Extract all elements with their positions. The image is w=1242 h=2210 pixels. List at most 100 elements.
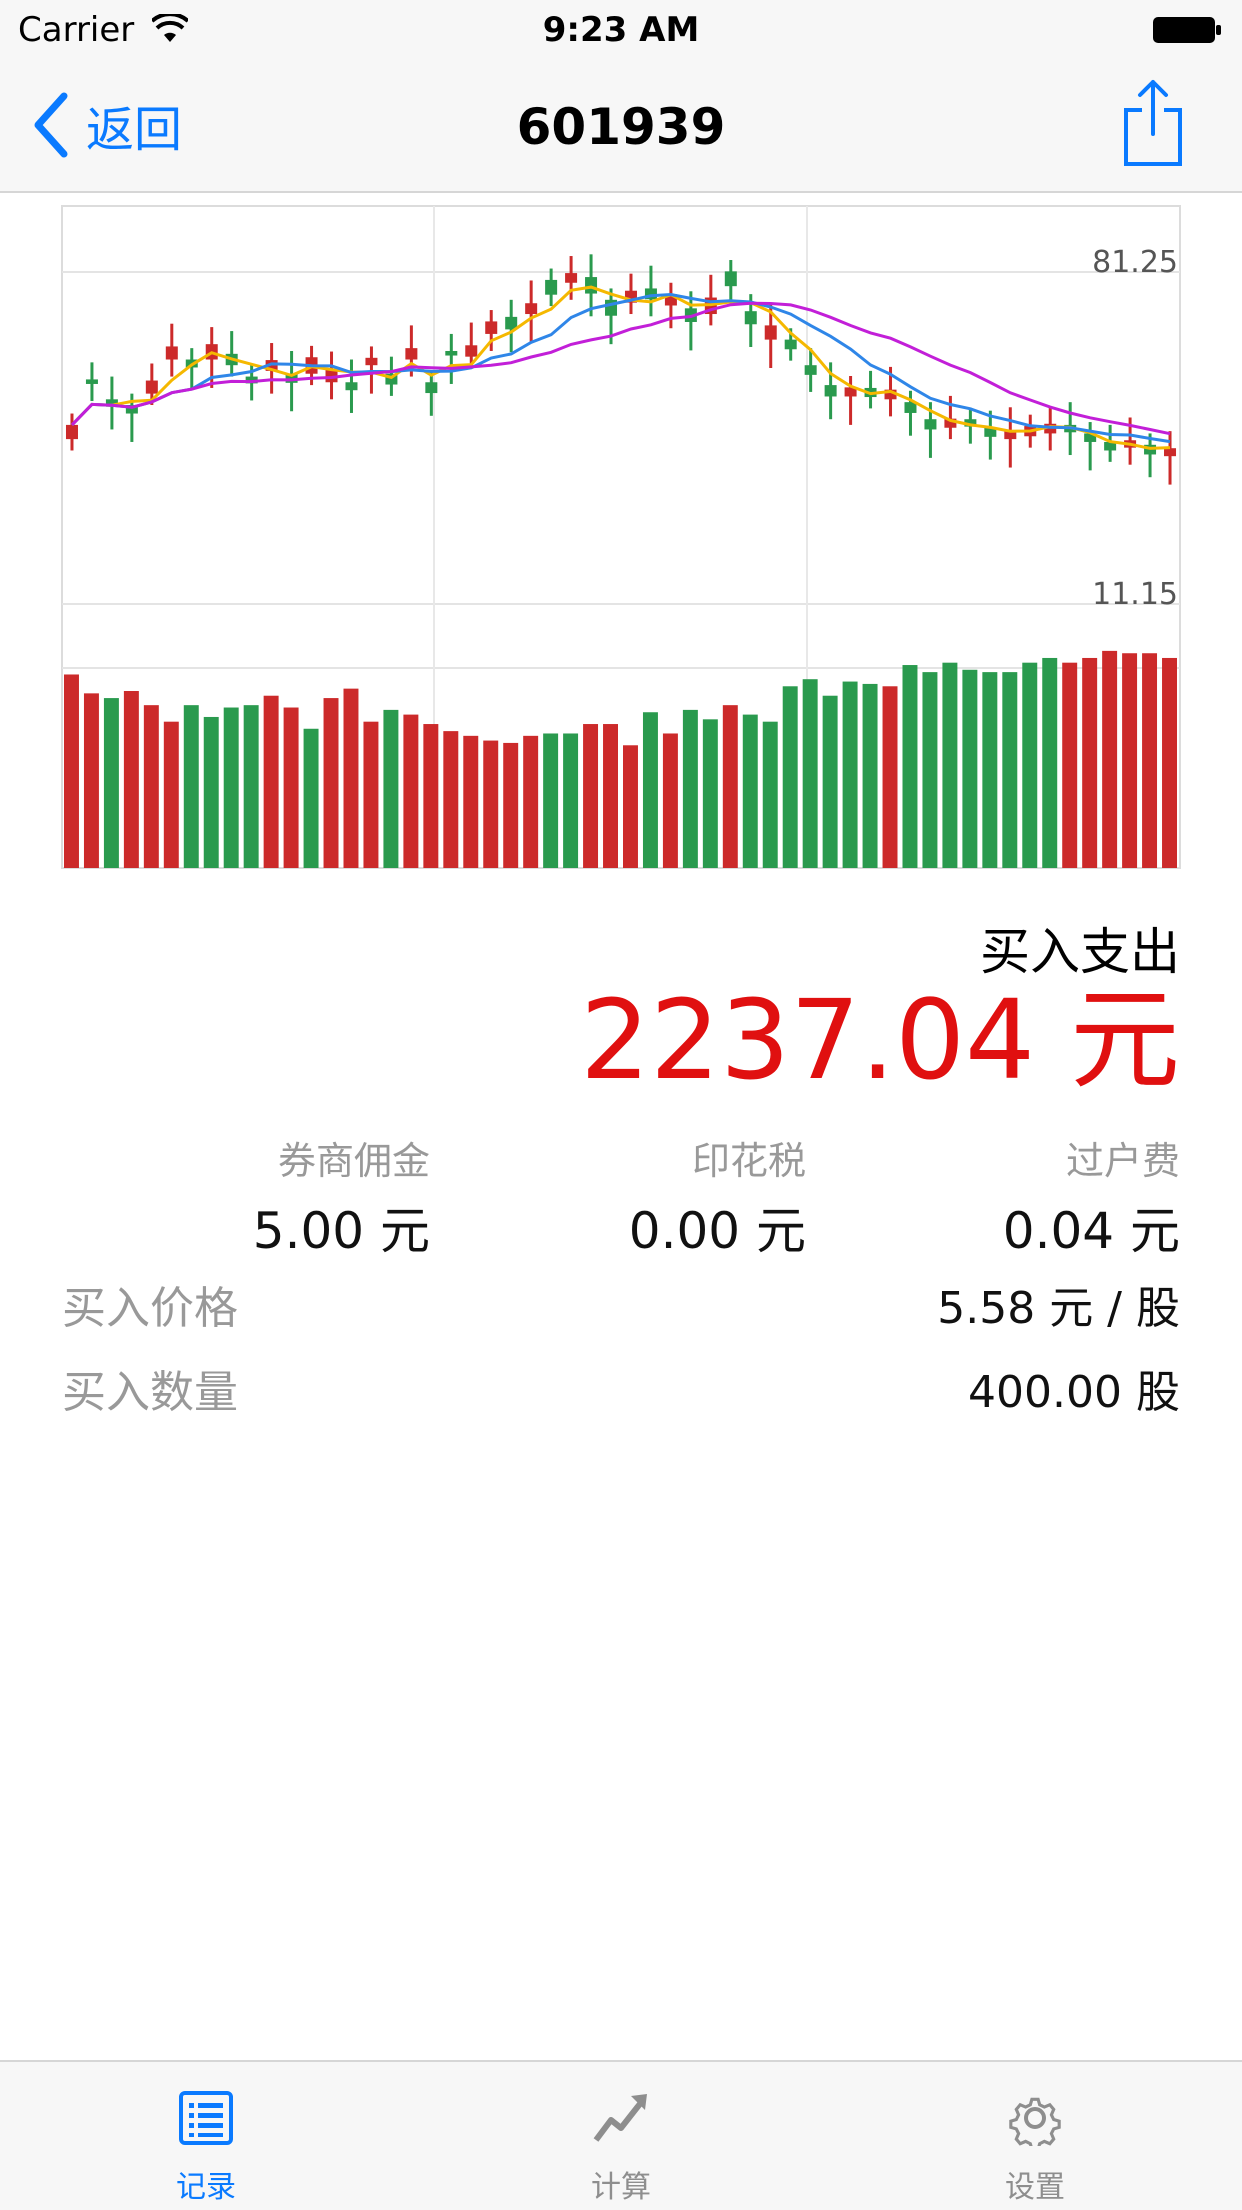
candle-body (724, 271, 737, 287)
volume-bar (742, 714, 758, 868)
candle-body (505, 316, 518, 330)
volume-bar (1022, 662, 1038, 868)
back-label: 返回 (86, 102, 183, 158)
candle-body (1104, 441, 1117, 451)
volume-bar (782, 686, 798, 868)
volume-bar (1122, 653, 1138, 868)
candle-body (984, 427, 997, 437)
candle-body (884, 389, 897, 400)
volume-bar (563, 733, 579, 868)
candle-body (65, 424, 78, 440)
volume-bar (243, 705, 259, 868)
tab-settings[interactable]: 设置 (935, 2062, 1135, 2210)
volume-bar (922, 672, 938, 868)
candle-body (585, 277, 598, 294)
volume-bar (1102, 650, 1118, 868)
moving-average-lines (70, 285, 1171, 450)
tab-label: 设置 (1005, 2170, 1065, 2205)
candle-body (944, 418, 957, 428)
candle-body (624, 290, 637, 303)
detail-row-price: 买入价格 5.58 元 / 股 (62, 1272, 1180, 1342)
candle-body (125, 405, 138, 414)
volume-bar (403, 714, 419, 868)
detail-value: 400.00 股 (968, 1367, 1180, 1418)
fee-value: 0.00 元 (628, 1202, 806, 1260)
volume-bar (962, 669, 978, 868)
price-high-label: 81.25 (1092, 245, 1178, 280)
volume-bar (343, 688, 359, 868)
volume-bar (1042, 657, 1058, 868)
tab-calculate[interactable]: 计算 (521, 2062, 721, 2210)
volume-bar (483, 740, 499, 868)
candle-body (405, 348, 418, 360)
fee-label: 过户费 (1065, 1139, 1180, 1183)
gear-icon (1009, 2097, 1061, 2146)
detail-value: 5.58 元 / 股 (937, 1283, 1180, 1334)
volume-bar (163, 721, 179, 868)
detail-label: 买入价格 (62, 1283, 238, 1334)
candle-body (804, 365, 817, 375)
candle-body (245, 376, 258, 384)
fee-commission: 券商佣金 5.00 元 (70, 1130, 430, 1263)
candle-body (165, 346, 178, 360)
volume-bar (982, 672, 998, 868)
candle-body (465, 345, 478, 357)
tab-label: 记录 (176, 2170, 236, 2205)
candle-body (485, 321, 498, 334)
volume-bars (64, 650, 1177, 868)
tab-bar: 记录 计算 设置 (0, 2060, 1242, 2210)
volume-bar (802, 679, 818, 868)
chevron-left-icon (34, 92, 68, 158)
fee-label: 印花税 (691, 1139, 806, 1183)
candle-body (1164, 448, 1177, 457)
tab-label: 计算 (591, 2170, 651, 2205)
volume-bar (1062, 662, 1078, 868)
candle-body (1004, 430, 1017, 440)
volume-bar (103, 698, 119, 868)
candle-body (565, 273, 578, 283)
moving-average-line (70, 285, 1171, 450)
volume-bar (682, 709, 698, 868)
volume-bar (423, 724, 439, 868)
carrier-label: Carrier (18, 10, 135, 50)
candle-body (545, 279, 558, 295)
volume-bar (543, 733, 559, 868)
volume-bar (64, 674, 79, 868)
fee-label: 券商佣金 (277, 1139, 430, 1183)
fee-value: 0.04 元 (1002, 1202, 1180, 1260)
volume-bar (942, 662, 958, 868)
volume-bar (1002, 672, 1018, 868)
detail-row-quantity: 买入数量 400.00 股 (62, 1356, 1180, 1426)
volume-bar (323, 698, 339, 868)
volume-bar (363, 721, 379, 868)
volume-bar (662, 733, 678, 868)
volume-bar (1142, 653, 1158, 868)
detail-label: 买入数量 (62, 1367, 238, 1418)
candle-body (744, 311, 757, 325)
volume-bar (143, 705, 159, 868)
stock-chart[interactable]: 81.25 11.15 (0, 192, 1242, 882)
volume-bar (463, 735, 479, 868)
tab-records[interactable]: 记录 (106, 2062, 306, 2210)
volume-bar (383, 709, 399, 868)
share-icon[interactable] (1120, 78, 1186, 168)
volume-bar (83, 693, 99, 868)
volume-bar (283, 707, 299, 868)
buy-expense-value: 2237.04 元 (580, 976, 1180, 1104)
volume-bar (223, 707, 239, 868)
volume-bar (523, 735, 539, 868)
candle-body (85, 379, 98, 384)
volume-bar (623, 745, 638, 868)
volume-bar (762, 721, 778, 868)
candle-body (385, 373, 398, 385)
candle-body (844, 387, 857, 397)
page-title: 601939 (516, 98, 726, 156)
candle-body (904, 402, 917, 413)
candle-body (285, 373, 298, 383)
moving-average-line (70, 292, 1171, 444)
back-button[interactable]: 返回 (30, 92, 182, 158)
fee-value: 5.00 元 (252, 1202, 430, 1260)
volume-bar (902, 665, 918, 868)
fee-stamp-tax: 印花税 0.00 元 (446, 1130, 806, 1263)
volume-bar (822, 695, 838, 868)
